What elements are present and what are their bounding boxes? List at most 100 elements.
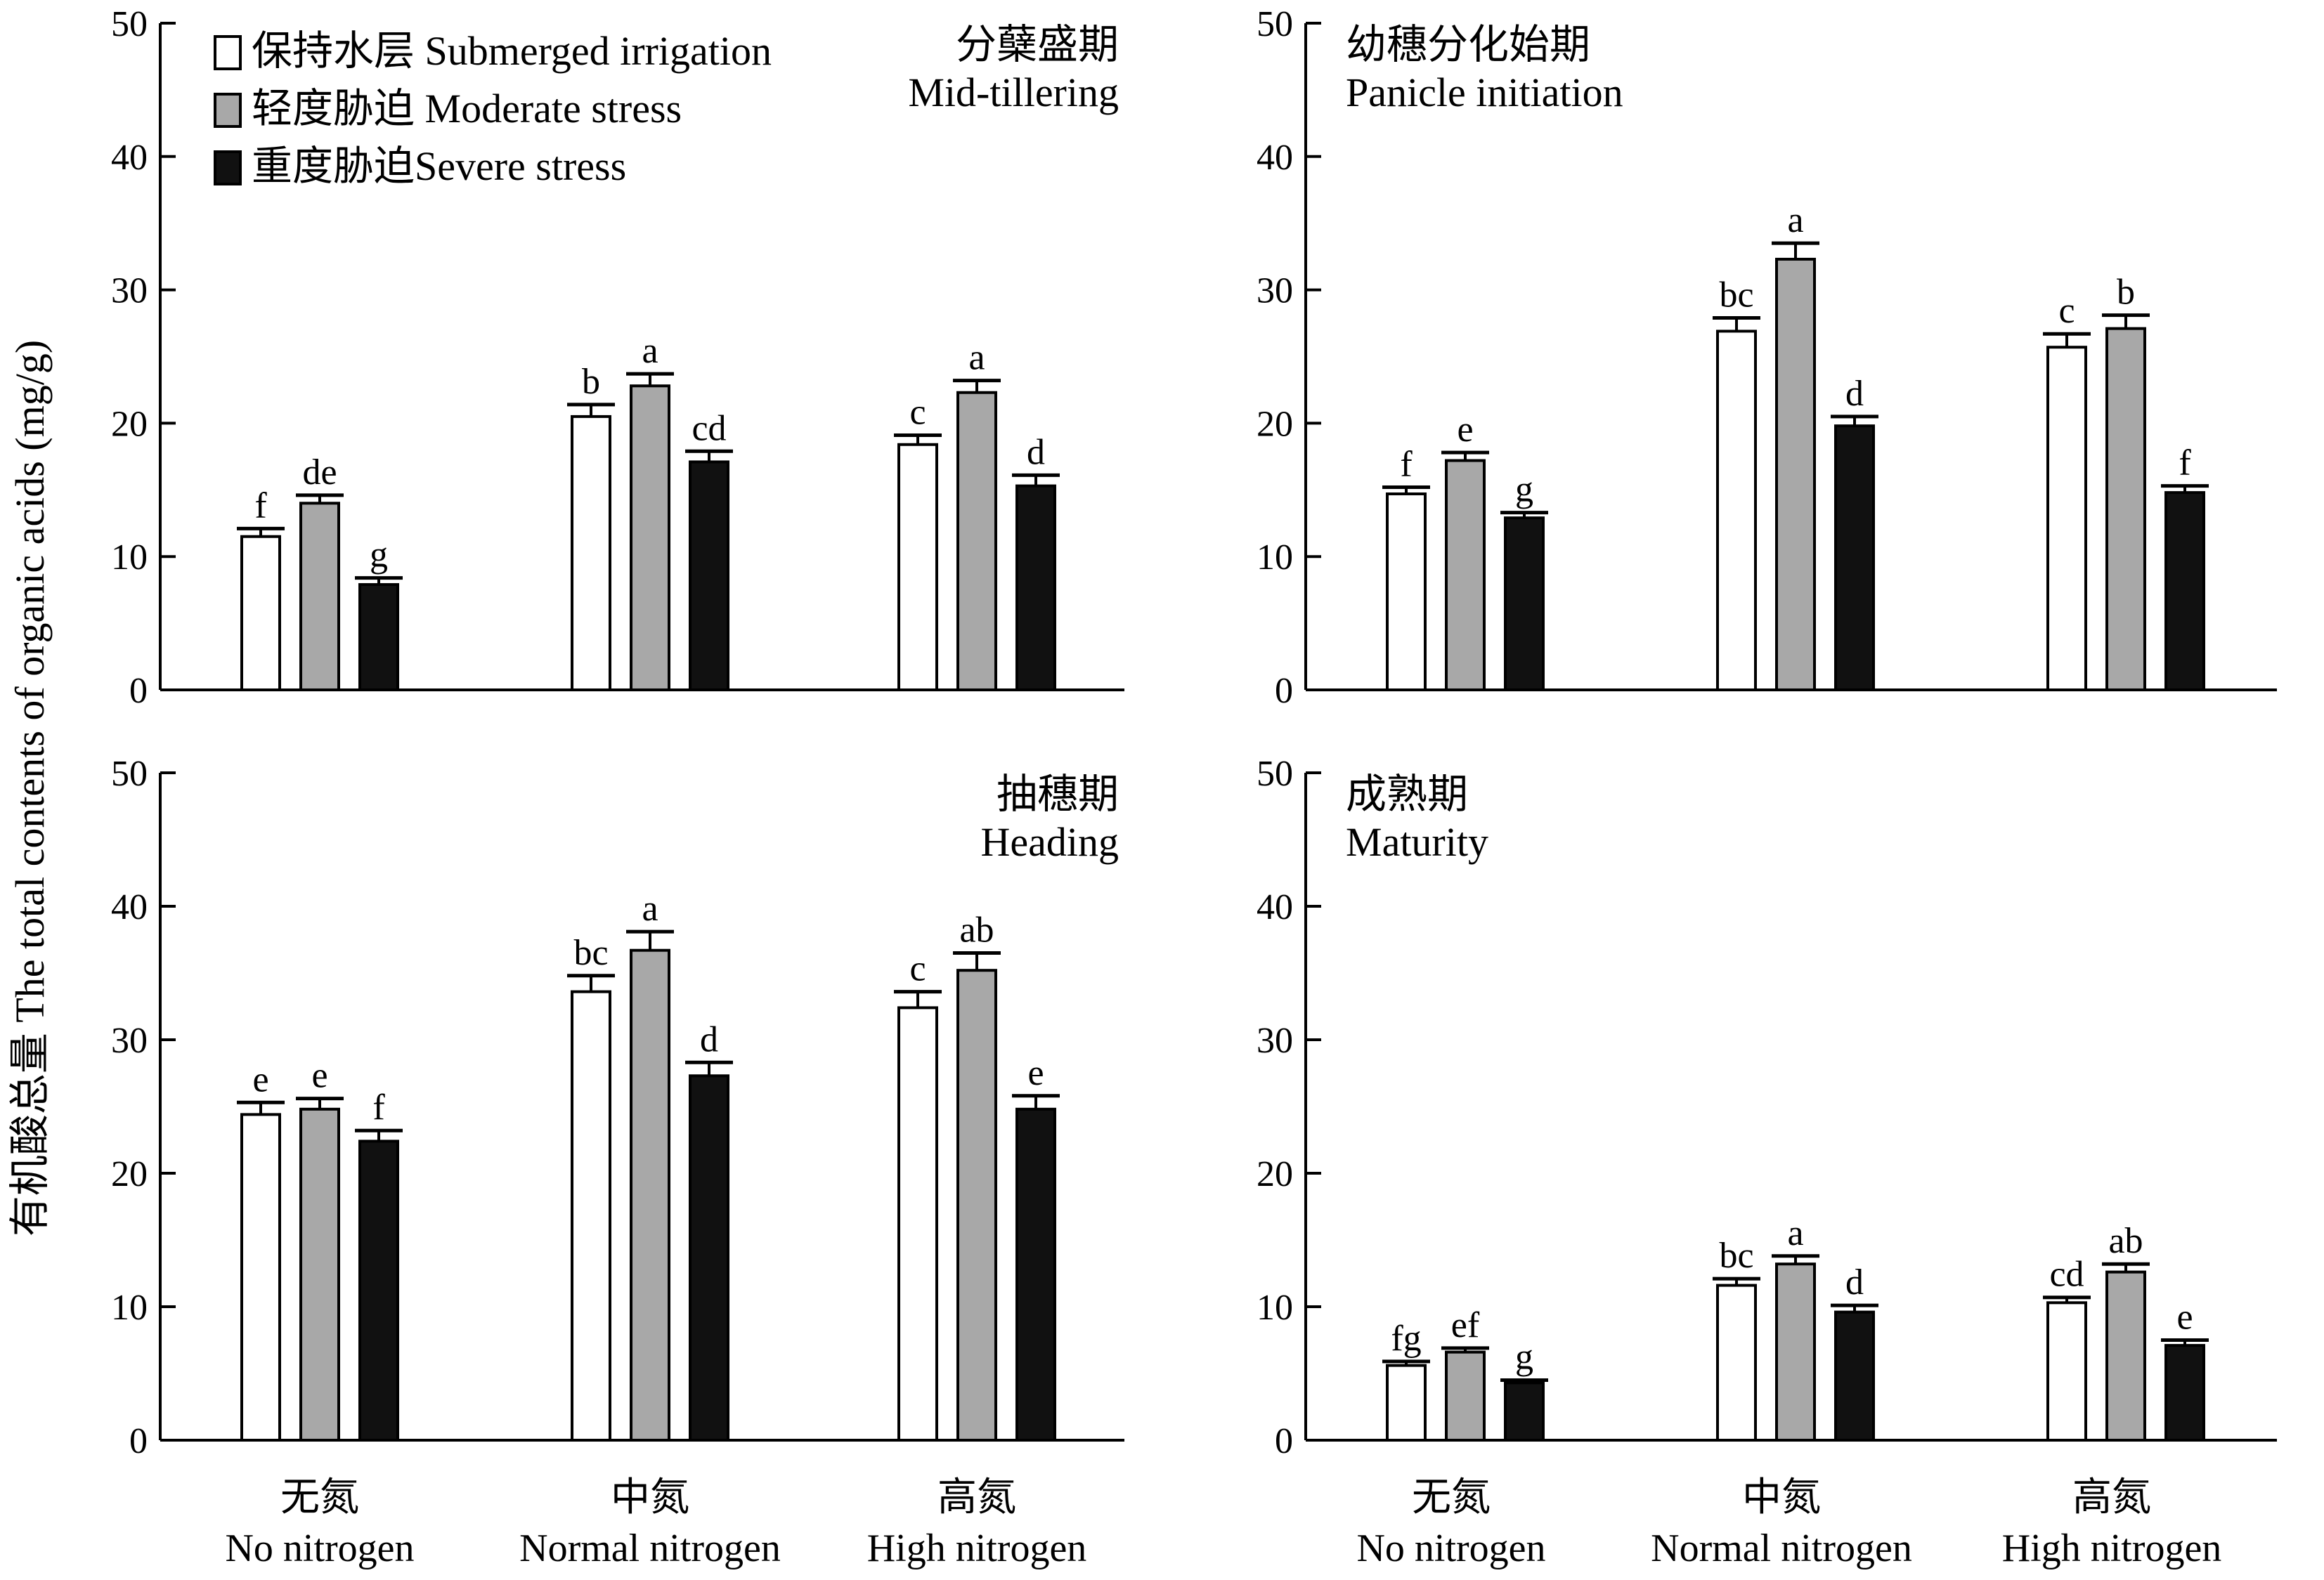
- y-tick-label: 30: [1257, 1021, 1293, 1061]
- x-tick-label-en: Normal nitrogen: [1651, 1527, 1912, 1570]
- bar-2: [2105, 327, 2146, 691]
- panel-title-cn: 成熟期: [1346, 771, 1468, 817]
- significance-label: bc: [1719, 275, 1753, 315]
- y-tick-label: 50: [1257, 754, 1293, 794]
- significance-label: f: [2179, 443, 2191, 483]
- bar-1: [240, 1113, 281, 1442]
- significance-label: g: [370, 535, 388, 575]
- bar-1: [1716, 1284, 1757, 1442]
- bar-3: [2164, 491, 2205, 691]
- x-tick-label-en: No nitrogen: [1356, 1527, 1545, 1570]
- y-tick-label: 0: [129, 671, 148, 711]
- legend-label-1: 保持水层 Submerged irrigation: [252, 28, 772, 74]
- bar-2: [630, 384, 670, 691]
- y-tick-label: 50: [111, 4, 148, 44]
- y-axis-label-group: 有机酸总量 The total contents of organic acid…: [7, 340, 53, 1236]
- significance-label: e: [1457, 410, 1473, 450]
- panel-title-en: Maturity: [1346, 819, 1488, 865]
- significance-label: b: [2117, 273, 2135, 313]
- significance-label: a: [1787, 1213, 1803, 1253]
- significance-label: d: [1845, 374, 1864, 414]
- bar-3: [1015, 484, 1056, 692]
- bar-3: [1015, 1107, 1056, 1442]
- significance-label: f: [1400, 445, 1413, 485]
- y-tick-label: 40: [1257, 138, 1293, 178]
- panel-title-cn: 抽穗期: [997, 771, 1119, 817]
- x-tick-label-cn: 无氮: [280, 1476, 359, 1520]
- significance-label: ef: [1451, 1305, 1480, 1345]
- bar-3: [689, 1074, 729, 1442]
- bar-3: [1834, 1310, 1875, 1442]
- significance-label: e: [311, 1056, 327, 1096]
- bar-3: [358, 583, 399, 691]
- significance-label: e: [252, 1059, 268, 1099]
- x-tick-label-cn: 中氮: [611, 1476, 689, 1520]
- panel-title-en: Heading: [981, 819, 1119, 865]
- y-tick-label: 40: [111, 887, 148, 927]
- y-tick-label: 10: [1257, 537, 1293, 577]
- x-tick-label-en: Normal nitrogen: [519, 1527, 781, 1570]
- x-tick-label-cn: 无氮: [1412, 1476, 1491, 1520]
- y-tick-label: 20: [1257, 404, 1293, 444]
- significance-label: ab: [2108, 1221, 2143, 1261]
- bar-1: [2046, 1301, 2087, 1442]
- significance-label: g: [1515, 1338, 1533, 1378]
- x-tick-label-cn: 中氮: [1742, 1476, 1821, 1520]
- significance-label: bc: [1719, 1236, 1753, 1276]
- y-tick-label: 0: [1275, 671, 1293, 711]
- y-tick-label: 30: [1257, 271, 1293, 311]
- panel-title-en: Panicle initiation: [1346, 70, 1623, 115]
- significance-label: e: [2176, 1298, 2193, 1338]
- significance-label: a: [642, 889, 658, 929]
- significance-label: f: [254, 485, 267, 525]
- bar-2: [2105, 1270, 2146, 1442]
- significance-label: g: [1515, 470, 1533, 510]
- x-tick-label-en: High nitrogen: [867, 1527, 1087, 1570]
- bar-2: [956, 969, 997, 1442]
- significance-label: c: [909, 392, 926, 432]
- y-tick-label: 0: [1275, 1421, 1293, 1461]
- x-tick-label-en: No nitrogen: [225, 1527, 414, 1570]
- bar-3: [689, 460, 729, 692]
- y-axis-label: 有机酸总量 The total contents of organic acid…: [7, 340, 53, 1236]
- significance-label: d: [700, 1019, 718, 1059]
- panel-title-cn: 幼穗分化始期: [1346, 22, 1590, 67]
- y-tick-label: 40: [1257, 887, 1293, 927]
- significance-label: b: [582, 362, 600, 402]
- bar-1: [571, 990, 611, 1442]
- y-tick-label: 10: [111, 537, 148, 577]
- x-tick-label-en: High nitrogen: [2002, 1527, 2222, 1570]
- y-tick-label: 20: [1257, 1154, 1293, 1194]
- bar-2: [956, 391, 997, 691]
- y-tick-label: 50: [111, 754, 148, 794]
- bar-2: [299, 1107, 340, 1442]
- bar-3: [358, 1140, 399, 1442]
- bar-3: [1834, 424, 1875, 691]
- x-tick-label-cn: 高氮: [937, 1476, 1016, 1520]
- bar-2: [1445, 459, 1486, 691]
- bar-2: [1445, 1350, 1486, 1442]
- significance-label: e: [1027, 1053, 1044, 1093]
- significance-label: d: [1845, 1262, 1864, 1302]
- legend-swatch-2: [214, 93, 242, 128]
- significance-label: cd: [2049, 1255, 2084, 1295]
- significance-label: cd: [692, 408, 726, 448]
- bar-3: [1504, 516, 1545, 692]
- legend-swatch-1: [214, 35, 242, 70]
- bar-1: [1386, 492, 1427, 692]
- y-tick-label: 30: [111, 1021, 148, 1061]
- bar-1: [1386, 1364, 1427, 1442]
- significance-label: c: [909, 949, 926, 989]
- y-tick-label: 30: [111, 271, 148, 311]
- significance-label: ab: [959, 910, 994, 951]
- bar-1: [897, 1006, 938, 1442]
- y-tick-label: 10: [1257, 1288, 1293, 1328]
- y-tick-label: 0: [129, 1421, 148, 1461]
- significance-label: f: [372, 1088, 385, 1128]
- bar-1: [897, 443, 938, 691]
- panel-title-cn: 分蘖盛期: [956, 22, 1119, 67]
- significance-label: a: [642, 331, 658, 371]
- significance-label: fg: [1391, 1319, 1421, 1359]
